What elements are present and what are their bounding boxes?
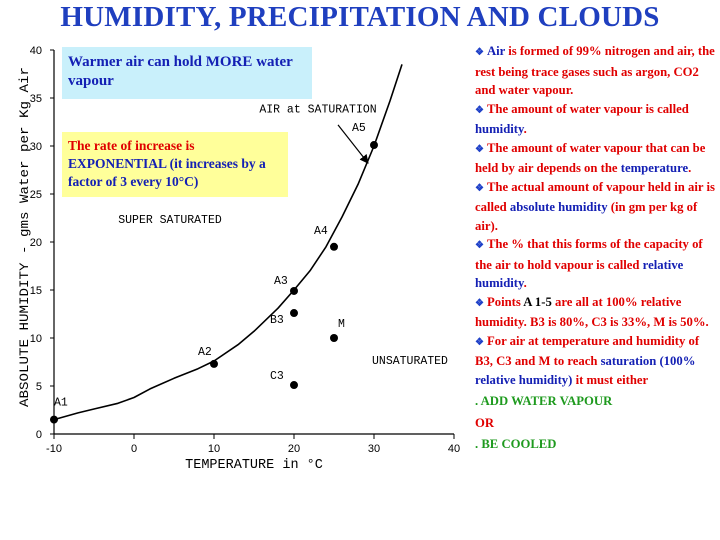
- note-bullet: ❖ Air is formed of 99% nitrogen and air, …: [475, 42, 715, 100]
- note-text: The % that this forms of the capacity of…: [475, 237, 703, 272]
- data-point-a3: [290, 286, 298, 295]
- note-text: Points: [486, 294, 524, 309]
- note-bullet: ❖ Points A 1-5 are all at 100% relative h…: [475, 293, 715, 332]
- note-line: OR: [475, 414, 715, 433]
- data-point-a4: [330, 242, 338, 251]
- note-bullet: ❖ The % that this forms of the capacity o…: [475, 235, 715, 293]
- note-text: Air: [486, 44, 506, 58]
- data-point-c3: [290, 381, 298, 390]
- point-label-c3: C3: [270, 370, 284, 383]
- note-text: OR: [475, 415, 495, 430]
- note-text: The amount of water vapour that can be h…: [475, 140, 706, 176]
- diamond-bullet-icon: ❖: [475, 182, 484, 194]
- y-tick-label: 25: [30, 189, 42, 201]
- note-line: . BE COOLED: [475, 435, 715, 454]
- y-axis-label: ABSOLUTE HUMIDITY - gms Water per Kg Air: [18, 67, 32, 407]
- x-tick-label: 0: [131, 443, 137, 455]
- diamond-bullet-icon: ❖: [475, 336, 484, 348]
- note-bullet: ❖ The amount of water vapour is called hu…: [475, 100, 715, 139]
- note-text: temperature: [620, 161, 689, 175]
- note-text: absolute humidity: [509, 200, 608, 214]
- data-point-a5: [370, 141, 378, 150]
- x-tick-label: 10: [208, 443, 220, 455]
- point-label-a1: A1: [54, 397, 68, 410]
- point-label-a2: A2: [198, 346, 212, 359]
- note-text: The amount of water vapour is called: [486, 101, 689, 116]
- warmer-air-text: Warmer air can hold MORE water vapour: [68, 54, 293, 89]
- y-tick-label: 30: [30, 141, 42, 153]
- data-point-b3: [290, 309, 298, 318]
- data-point-a1: [50, 415, 58, 424]
- saturation-curve-layer: [53, 64, 403, 421]
- chart-points-layer: A1 A2 A3 A4 A5 B3 C3 M: [50, 122, 378, 424]
- point-label-a3: A3: [274, 275, 288, 288]
- super-saturated-annotation: SUPER SATURATED: [118, 214, 222, 227]
- note-line: . ADD WATER VAPOUR: [475, 392, 715, 411]
- data-point-m: [330, 334, 338, 342]
- x-tick-label: 30: [368, 443, 380, 455]
- note-text: it must either: [572, 372, 649, 387]
- point-label-a4: A4: [314, 225, 328, 238]
- point-label-m: M: [338, 318, 345, 331]
- note-text: is formed of 99% nitrogen and air, the r…: [475, 44, 715, 97]
- note-text: (in gm per kg of air).: [475, 200, 698, 233]
- chart-axes: -10 0 10 20 30 40 0 5 10 15 20 25 30 35 40 TEMPERATURE …: [18, 45, 460, 473]
- note-bullet: ❖ For air at temperature and humidity of …: [475, 332, 715, 390]
- diamond-bullet-icon: ❖: [475, 47, 484, 58]
- y-tick-label: 20: [30, 237, 42, 249]
- data-point-a2: [210, 359, 218, 368]
- point-label-a5: A5: [352, 122, 366, 135]
- diamond-bullet-icon: ❖: [475, 240, 484, 251]
- y-tick-label: 40: [30, 45, 42, 57]
- note-text: saturation (100% relative humidity): [475, 354, 696, 387]
- note-bullet: ❖ The amount of water vapour that can be …: [475, 139, 715, 178]
- y-tick-label: 0: [36, 429, 42, 441]
- note-text: humidity: [475, 122, 524, 136]
- diamond-bullet-icon: ❖: [475, 143, 484, 155]
- saturation-curve: [53, 64, 403, 421]
- x-axis-label: TEMPERATURE in °C: [185, 458, 323, 473]
- diamond-bullet-icon: ❖: [475, 104, 484, 116]
- note-text: The actual amount of vapour held in air …: [475, 179, 715, 215]
- saturation-chart: -10 0 10 20 30 40 0 5 10 15 20 25 30 35 40 TEMPERATURE …: [18, 45, 460, 473]
- x-tick-label: 20: [288, 443, 300, 455]
- diamond-bullet-icon: ❖: [475, 297, 484, 309]
- note-text: relative humidity: [475, 257, 684, 291]
- note-text: .: [688, 161, 692, 175]
- note-text: For air at temperature and humidity of B…: [475, 333, 700, 369]
- y-tick-label: 15: [30, 285, 42, 297]
- exponential-rate-callout: The rate of increase is EXPONENTIAL (it …: [62, 132, 288, 197]
- x-tick-label: -10: [46, 443, 62, 455]
- note-text: are all at 100% relative humidity. B3 is…: [475, 294, 709, 330]
- chart-annotations-layer: AIR at SATURATION SUPER SATURATED UNSATURA…: [118, 80, 448, 368]
- note-text: . ADD WATER VAPOUR: [475, 394, 613, 408]
- notes-panel: ❖ Air is formed of 99% nitrogen and air, …: [475, 42, 715, 454]
- note-bullet: ❖ The actual amount of vapour held in air…: [475, 178, 715, 236]
- note-text: A 1-5: [523, 294, 552, 309]
- x-tick-label: 40: [448, 443, 460, 455]
- note-text: .: [523, 276, 527, 290]
- rate-text-1: The rate of increase is: [68, 138, 195, 153]
- point-label-b3: B3: [270, 314, 284, 327]
- y-tick-label: 5: [36, 381, 42, 393]
- saturation-pointer-arrow: [337, 124, 369, 164]
- unsaturated-annotation: UNSATURATED: [372, 355, 448, 368]
- rate-text-exponential: EXPONENTIAL: [68, 156, 167, 171]
- note-text: .: [523, 122, 527, 136]
- page-title: HUMIDITY, PRECIPITATION AND CLOUDS: [60, 1, 660, 33]
- y-tick-label: 35: [30, 93, 42, 105]
- note-text: . BE COOLED: [475, 437, 557, 451]
- y-tick-label: 10: [30, 333, 42, 345]
- rate-text-3: (it increases by a factor of 3 every 10°…: [68, 156, 266, 189]
- saturation-annotation: AIR at SATURATION: [259, 103, 376, 116]
- warmer-air-callout: Warmer air can hold MORE water vapour: [62, 47, 312, 99]
